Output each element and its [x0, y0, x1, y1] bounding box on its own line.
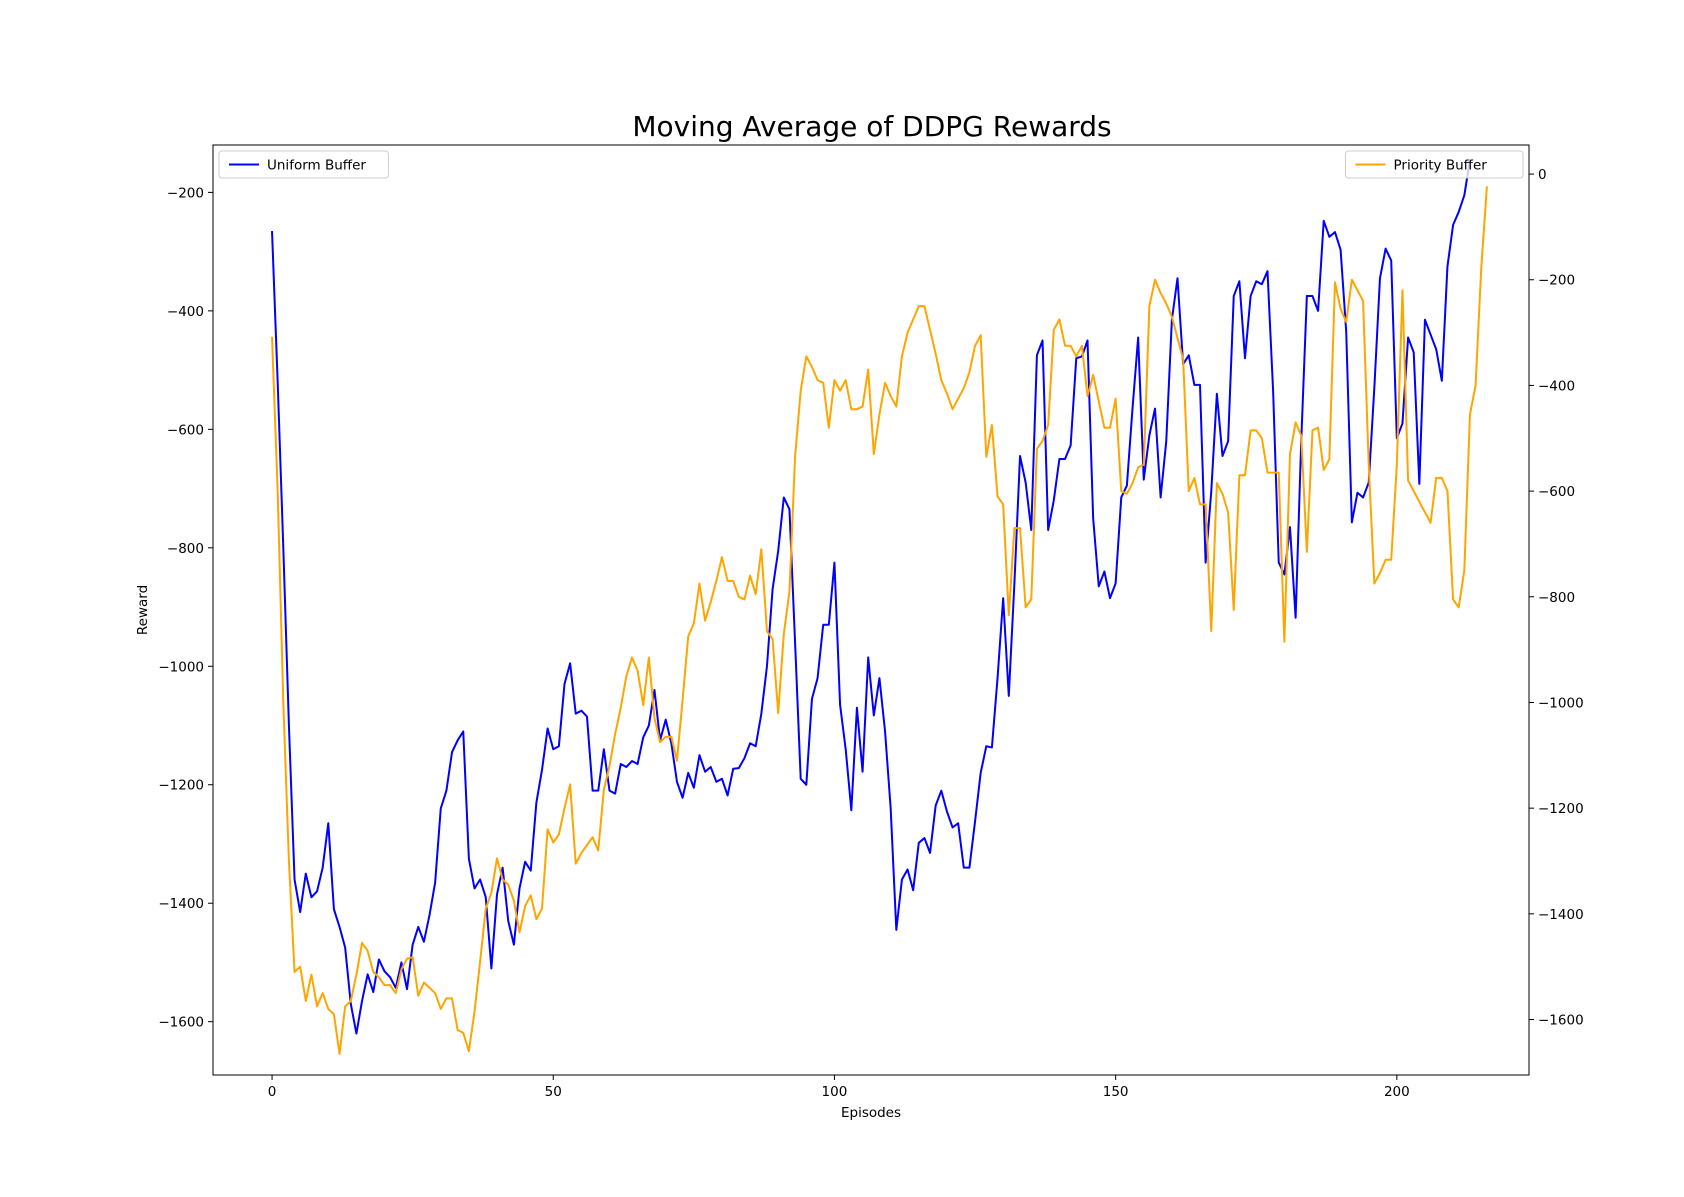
y-tick-label: −1000 — [158, 659, 204, 675]
series-line-priority-buffer — [271, 186, 1488, 1055]
legend-label: Uniform Buffer — [267, 158, 366, 174]
x-tick-label: 100 — [822, 1084, 848, 1100]
legends: Uniform Buffer Priority Buffer — [218, 150, 1524, 179]
y2-tick-label: −600 — [1538, 484, 1575, 500]
y-axis-title: Reward — [135, 585, 151, 635]
y2-tick-label: −1000 — [1538, 695, 1584, 711]
y-tick-label: −200 — [167, 185, 204, 201]
y2-tick-label: −1200 — [1538, 801, 1584, 817]
y2-tick-label: −1400 — [1538, 907, 1584, 923]
axes: 0 50 100 150 200 −1600 −1400 −1200 −1000 −800 −600… — [158, 167, 1583, 1100]
y2-tick-label: −200 — [1538, 273, 1575, 289]
legend-box — [1345, 150, 1524, 179]
y2-tick-label: −1600 — [1538, 1013, 1584, 1029]
y-tick-label: −1400 — [158, 896, 204, 912]
x-tick-label: 200 — [1384, 1084, 1410, 1100]
legend-label: Priority Buffer — [1394, 158, 1488, 174]
axes-frame — [212, 144, 1530, 1076]
legend-box — [218, 150, 389, 179]
y-tick-label: −600 — [167, 422, 204, 438]
x-axis-title: Episodes — [841, 1105, 901, 1121]
x-tick-label: 0 — [268, 1084, 277, 1100]
legend-priority-buffer: Priority Buffer — [1345, 150, 1524, 179]
y-tick-label: −400 — [167, 304, 204, 320]
y2-tick-label: −800 — [1538, 590, 1575, 606]
x-tick-label: 50 — [545, 1084, 562, 1100]
x-tick-label: 150 — [1103, 1084, 1129, 1100]
series-line-uniform-buffer — [271, 158, 1472, 1035]
legend-uniform-buffer: Uniform Buffer — [218, 150, 389, 179]
y2-tick-label: −400 — [1538, 378, 1575, 394]
plot-area — [271, 158, 1488, 1055]
y-tick-label: −1200 — [158, 778, 204, 794]
chart-title: Moving Average of DDPG Rewards — [632, 110, 1111, 143]
y-tick-label: −800 — [167, 541, 204, 557]
y2-tick-label: 0 — [1538, 167, 1547, 183]
y-tick-label: −1600 — [158, 1015, 204, 1031]
